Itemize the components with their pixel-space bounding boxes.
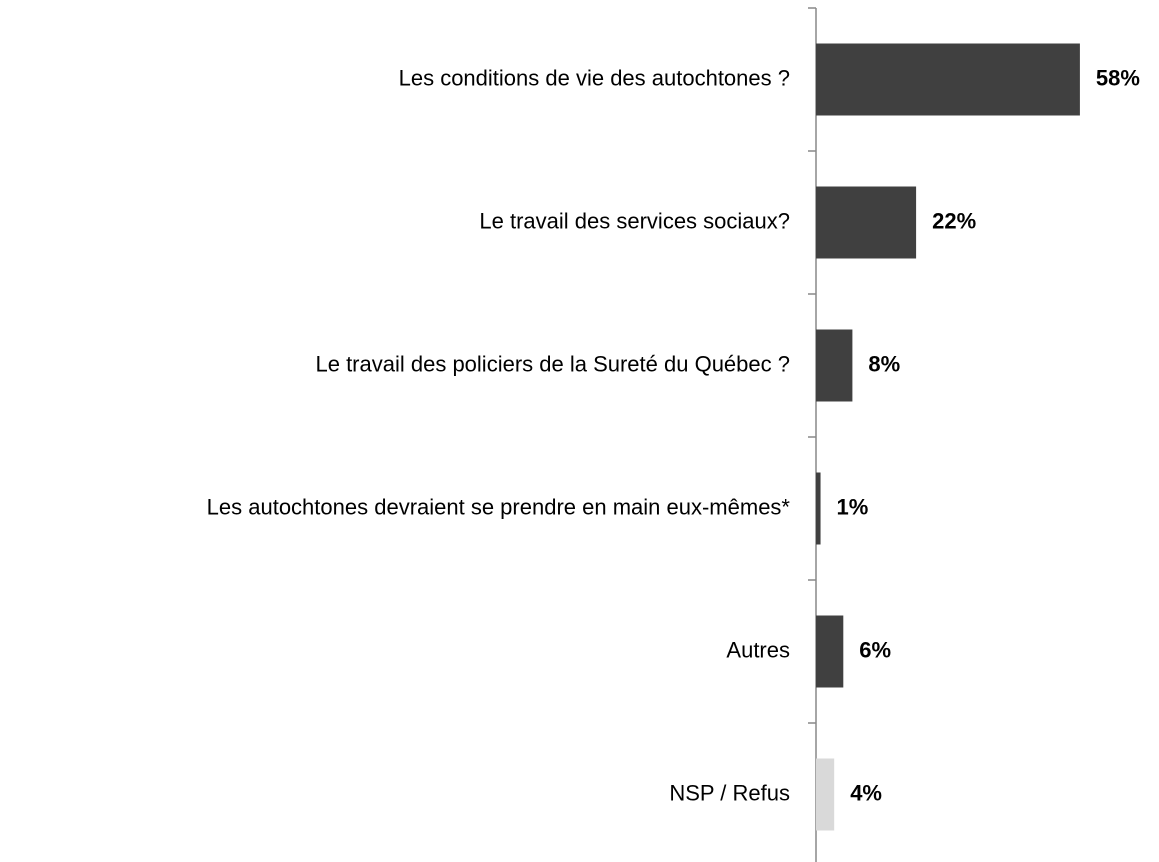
category-label: Autres <box>726 637 790 662</box>
category-label: NSP / Refus <box>669 780 790 805</box>
bar <box>816 43 1080 116</box>
value-label: 6% <box>859 637 891 662</box>
value-label: 22% <box>932 208 976 233</box>
value-label: 1% <box>837 494 869 519</box>
bar <box>816 615 844 688</box>
category-label: Les autochtones devraient se prendre en … <box>207 494 791 519</box>
category-label: Le travail des services sociaux? <box>479 208 790 233</box>
bar <box>816 329 853 402</box>
value-label: 4% <box>850 780 882 805</box>
bar <box>816 186 917 259</box>
bar <box>816 758 835 831</box>
value-label: 58% <box>1096 65 1140 90</box>
category-label: Le travail des policiers de la Sureté du… <box>315 351 790 376</box>
category-label: Les conditions de vie des autochtones ? <box>399 65 790 90</box>
value-label: 8% <box>868 351 900 376</box>
bar <box>816 472 821 545</box>
